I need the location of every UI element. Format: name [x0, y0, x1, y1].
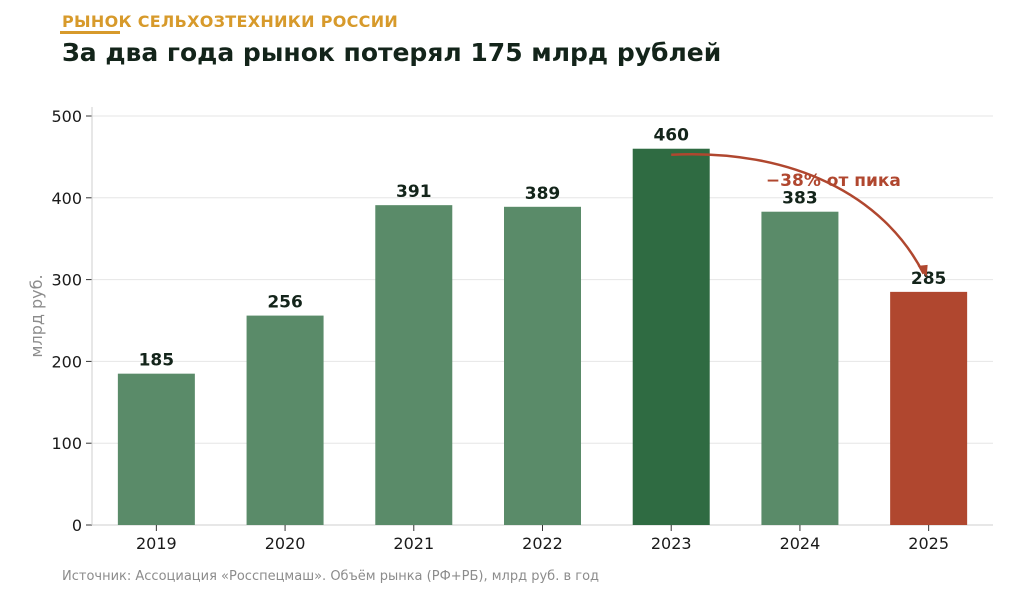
y-axis-label: млрд руб. — [27, 274, 46, 357]
annotation-arrow — [671, 152, 925, 275]
bars — [117, 148, 968, 526]
y-tick-label: 300 — [51, 271, 82, 290]
source-note: Источник: Ассоциация «Росспецмаш». Объём… — [62, 569, 600, 584]
bar-2023 — [632, 148, 710, 525]
bar-2024 — [761, 211, 839, 525]
bar-2025 — [890, 291, 968, 525]
data-label-2024: 383 — [782, 189, 818, 209]
data-labels: 185 256 391 389 460 383 285 — [139, 126, 947, 371]
data-label-2022: 389 — [525, 184, 561, 204]
x-tick-label-2019: 2019 — [136, 534, 177, 553]
annotation-label: −38% от пика — [766, 171, 901, 191]
data-label-2020: 256 — [267, 293, 303, 313]
x-tick-label-2021: 2021 — [393, 534, 434, 553]
bar-2021 — [375, 205, 453, 526]
y-tick-label: 200 — [51, 352, 82, 371]
data-label-2019: 185 — [139, 351, 175, 371]
annotation-arrowhead — [917, 264, 928, 277]
y-tick-label: 0 — [72, 516, 82, 535]
tick-labels: 0 100 200 300 400 500 млрд руб. 2019 2020 2021 202… — [27, 107, 949, 553]
data-label-2025: 285 — [911, 269, 947, 289]
bar-2020 — [246, 315, 324, 525]
data-label-2021: 391 — [396, 182, 432, 202]
chart-kicker: РЫНОК СЕЛЬХОЗТЕХНИКИ РОССИИ — [62, 12, 399, 31]
x-tick-label-2022: 2022 — [522, 534, 563, 553]
bar-2022 — [504, 206, 581, 525]
x-tick-label-2023: 2023 — [651, 534, 692, 553]
x-tick-label-2020: 2020 — [265, 534, 306, 553]
y-tick-label: 400 — [51, 189, 82, 208]
x-tick-label-2024: 2024 — [780, 534, 821, 553]
bar-2019 — [117, 373, 195, 525]
y-tick-label: 100 — [51, 434, 82, 453]
x-tick-label-2025: 2025 — [908, 534, 949, 553]
data-label-2023: 460 — [653, 126, 689, 146]
y-tick-label: 500 — [51, 107, 82, 126]
chart-title: За два года рынок потерял 175 млрд рубле… — [62, 38, 722, 67]
kicker-underline — [60, 31, 120, 34]
annotation: −38% от пика — [671, 152, 928, 277]
